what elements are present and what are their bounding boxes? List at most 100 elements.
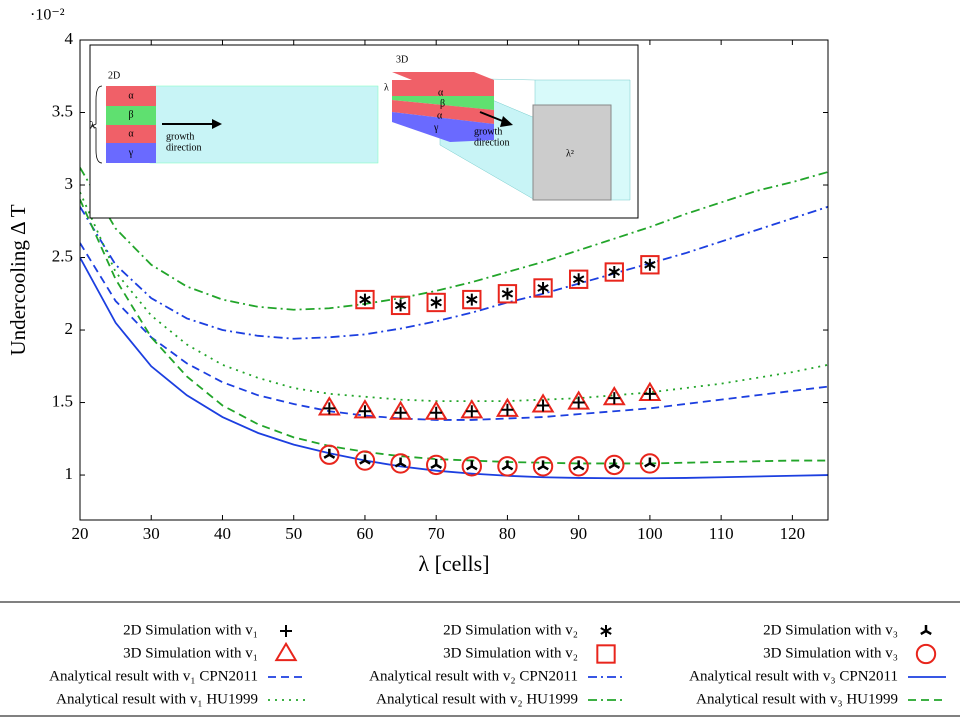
x-tick-label: 110 [709, 524, 734, 543]
marker-circle [604, 454, 625, 476]
inset-label: α [128, 128, 134, 139]
marker-tri [323, 448, 336, 459]
curve [80, 199, 828, 465]
marker-asterisk [394, 299, 407, 312]
inset-label: α [128, 90, 134, 101]
marker-asterisk [359, 293, 371, 306]
inset-label: γ [433, 122, 439, 133]
marker-plus [537, 399, 550, 412]
inset-arrow [479, 111, 506, 123]
marker-triangle [567, 390, 591, 410]
marker-circle [639, 453, 661, 474]
x-tick-label: 60 [356, 524, 373, 543]
legend-label: Analytical result with v₃ CPN2011 [689, 668, 898, 684]
inset-label: growth [474, 126, 502, 137]
marker-triangle [274, 641, 298, 662]
marker-tri [608, 458, 621, 469]
marker-circle [426, 454, 447, 476]
x-tick-label: 30 [143, 524, 160, 543]
inset-label: α [437, 110, 443, 121]
marker-circle [497, 456, 518, 477]
marker-circle [915, 643, 937, 665]
marker-circle [568, 456, 589, 477]
marker-asterisk [572, 273, 585, 286]
x-tick-label: 90 [570, 524, 587, 543]
x-axis-label: λ [cells] [418, 551, 489, 576]
inset-label: λ² [566, 148, 574, 159]
legend-label: Analytical result with v₃ HU1999 [696, 691, 898, 707]
marker-asterisk [600, 625, 612, 637]
curve [80, 242, 828, 421]
marker-triangle [495, 397, 519, 417]
marker-triangle [317, 396, 341, 416]
x-tick-label: 40 [214, 524, 231, 543]
marker-tri [359, 454, 371, 465]
x-tick-label: 100 [637, 524, 663, 543]
marker-square [355, 289, 375, 310]
y-tick-label: 4 [65, 29, 74, 48]
marker-square [604, 262, 624, 282]
marker-circle [532, 456, 554, 477]
marker-triangle [531, 393, 555, 413]
y-tick-label: 1 [65, 464, 74, 483]
marker-square [497, 284, 518, 304]
marker-triangle [638, 381, 662, 401]
inset-3d-alpha [392, 100, 494, 124]
legend: 2D Simulation with v₁ 2D Simulation with … [49, 622, 946, 707]
x-tick-label: 50 [285, 524, 302, 543]
inset-label: growth [166, 131, 194, 142]
marker-circle [390, 453, 411, 474]
marker-plus [608, 392, 621, 405]
marker-triangle [353, 399, 377, 419]
marker-tri [537, 460, 549, 471]
y-tick-label: 3.5 [52, 101, 73, 120]
inset-3d-alpha [392, 72, 494, 80]
marker-square [568, 269, 589, 289]
marker-asterisk [430, 296, 442, 309]
marker-plus [323, 402, 336, 415]
marker-triangle [460, 399, 484, 419]
inset-2d-gamma [106, 143, 156, 163]
inset-label: 3D [396, 54, 408, 65]
marker-triangle [602, 386, 626, 406]
marker-plus [280, 625, 292, 637]
marker-circle [461, 456, 482, 477]
marker-asterisk [501, 287, 514, 300]
curve [80, 257, 828, 480]
y-multiplier: ·10⁻² [30, 7, 65, 24]
marker-tri [465, 460, 478, 471]
plot-area [79, 39, 828, 520]
marker-plus [358, 405, 371, 418]
legend-label: Analytical result with v₁ CPN2011 [49, 668, 258, 684]
inset-arrow-head [500, 116, 513, 127]
marker-square [426, 292, 446, 313]
inset-label: λ [384, 82, 389, 93]
legend-label: 3D Simulation with v₂ [443, 645, 578, 661]
inset-label: γ [128, 147, 134, 158]
legend-label: Analytical result with v₁ HU1999 [56, 691, 258, 707]
inset-label: direction [166, 142, 202, 153]
marker-plus [501, 403, 514, 416]
marker-square [390, 295, 411, 316]
marker-plus [643, 387, 656, 400]
inset-3d-beta [392, 96, 494, 110]
marker-tri [572, 460, 585, 471]
marker-asterisk [466, 293, 478, 306]
marker-asterisk [537, 281, 549, 294]
inset-cross-section [532, 104, 612, 201]
curve [80, 191, 828, 402]
x-tick-label: 70 [428, 524, 445, 543]
marker-plus [572, 396, 585, 409]
marker-circle [319, 444, 340, 465]
marker-tri [501, 460, 514, 471]
inset-brace [91, 85, 103, 164]
inset-2d-alpha [106, 86, 156, 106]
legend-label: Analytical result with v₂ CPN2011 [369, 668, 578, 684]
curve [80, 205, 828, 340]
legend-label: 2D Simulation with v₃ [763, 622, 898, 638]
inset-label: direction [474, 137, 510, 148]
marker-plus [394, 406, 407, 419]
y-tick-label: 2 [65, 319, 74, 338]
inset-2d-alpha [106, 125, 156, 143]
